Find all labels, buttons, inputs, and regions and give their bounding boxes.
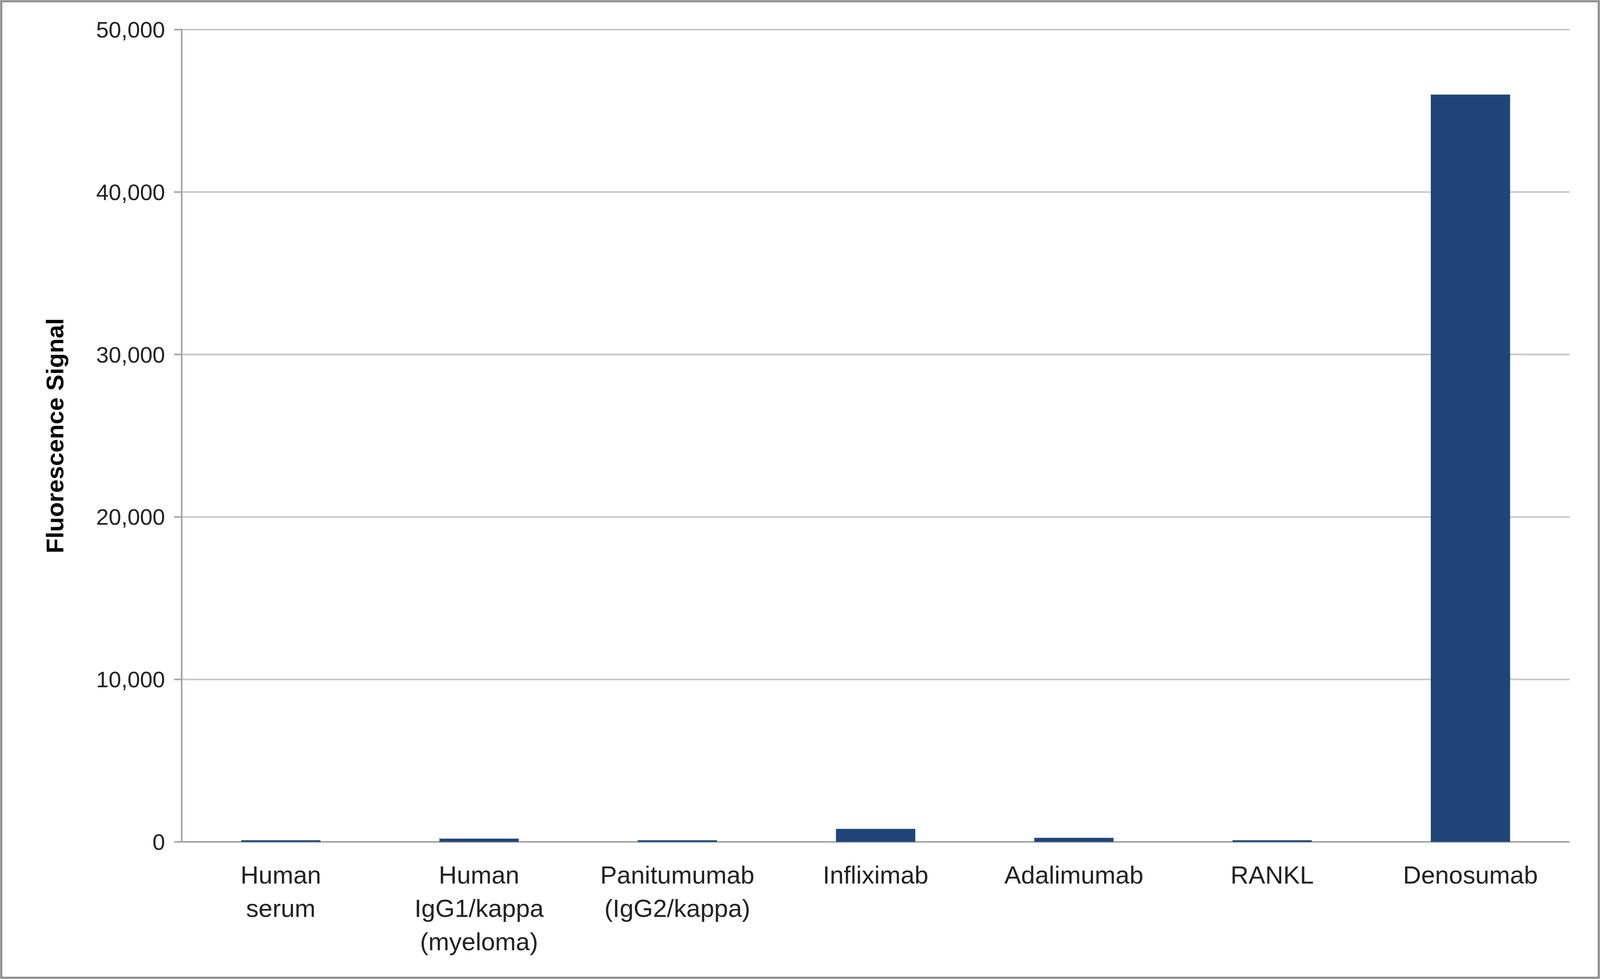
x-tick-label: Adalimumab — [1004, 858, 1144, 892]
y-tick-label: 20,000 — [96, 504, 165, 530]
bar — [1430, 94, 1510, 842]
tick-mark — [174, 678, 182, 680]
tick-mark — [174, 191, 182, 193]
bar — [835, 828, 915, 842]
x-tick-label: Denosumab — [1402, 858, 1538, 892]
chart-svg: 0 10,000 20,000 30,000 40,000 50,000 Fluoresce… — [0, 0, 1600, 979]
bars — [241, 94, 1510, 842]
bar — [637, 840, 717, 842]
tick-mark — [174, 515, 182, 518]
bar — [1232, 840, 1312, 842]
grid-line — [181, 353, 1570, 356]
y-tick-label: 10,000 — [96, 666, 165, 692]
x-tick-label: Infliximab — [822, 858, 929, 892]
y-axis-title: Fluorescence Signal — [41, 317, 69, 553]
grid-line — [181, 678, 1570, 680]
grid-line — [181, 191, 1570, 193]
frame — [1, 1, 1599, 978]
y-tick-label: 40,000 — [96, 179, 165, 205]
x-tick-label: RANKL — [1230, 858, 1314, 892]
x-tick-label: Human IgG1/kappa (myeloma) — [414, 858, 544, 959]
y-tick-label: 50,000 — [96, 17, 165, 43]
y-axis-line — [180, 29, 183, 842]
bar — [241, 840, 321, 842]
bar — [439, 838, 519, 842]
grid-line — [181, 28, 1570, 31]
x-tick-label: Human serum — [240, 858, 321, 925]
tick-mark — [174, 353, 182, 356]
tick-mark — [174, 840, 182, 843]
grid-line — [181, 515, 1570, 518]
chart-root: 0 10,000 20,000 30,000 40,000 50,000 Fluoresce… — [0, 0, 1600, 979]
y-tick-label: 30,000 — [96, 342, 165, 368]
bar — [1034, 837, 1114, 842]
tick-mark — [174, 28, 182, 31]
x-tick-label: Panitumumab (IgG2/kappa) — [600, 858, 755, 925]
y-tick-label: 0 — [152, 829, 165, 855]
